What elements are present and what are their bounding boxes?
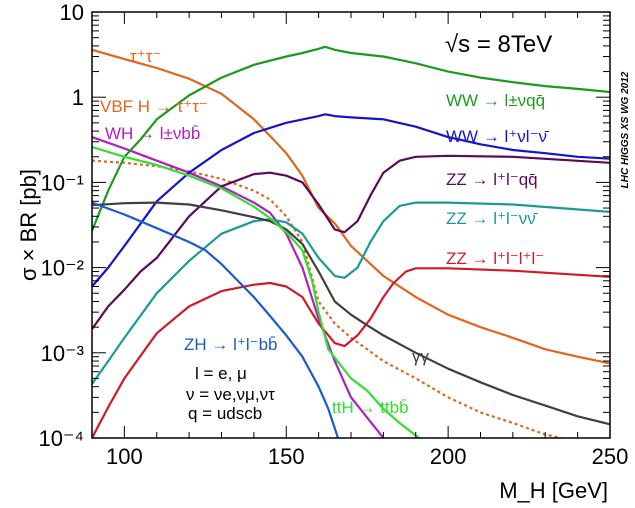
watermark: LHC HIGGS XS WG 2012 — [620, 71, 631, 188]
series-line-2 — [92, 136, 385, 438]
x-tick-label: 100 — [106, 444, 143, 469]
tick-labels: 100 150 200 250 10⁻⁴ 10⁻³ 10⁻² 10⁻¹ 1 10 — [38, 0, 628, 469]
curves — [92, 45, 610, 438]
series-line-9 — [92, 201, 340, 438]
label-gammagamma: γγ — [412, 347, 430, 366]
note-quark: q = udscb — [188, 404, 262, 423]
label-vbf-tautau: VBF H → τ⁺τ⁻ — [100, 97, 208, 116]
series-line-1 — [92, 159, 562, 438]
series-line-6 — [92, 201, 610, 385]
axis-ticks — [91, 12, 611, 439]
series-line-4 — [92, 113, 610, 288]
y-tick-label: 10⁻² — [41, 256, 84, 281]
label-ww-lvqq: WW → l±νqq̄ — [446, 91, 545, 110]
series-line-0 — [92, 48, 610, 365]
y-tick-label: 10⁻³ — [41, 341, 84, 366]
y-tick-label: 10 — [60, 0, 84, 25]
label-zh-llbb: ZH → l⁺l⁻bb̄ — [184, 335, 278, 354]
note-neutrino: ν = νe,νμ,ντ — [186, 385, 275, 404]
energy-label: √s = 8TeV — [445, 31, 552, 58]
x-tick-label: 150 — [268, 444, 305, 469]
series-line-3 — [92, 45, 610, 232]
series-line-8 — [92, 201, 610, 426]
series-line-5 — [92, 154, 610, 330]
label-ww-lvlv: WW → l⁺νl⁻ν̄ — [446, 127, 550, 146]
label-zz-llvv: ZZ → l⁺l⁻νν̄ — [446, 209, 539, 228]
label-wh-lvbb: WH → l±νbb̄ — [105, 124, 200, 143]
x-tick-label: 250 — [592, 444, 629, 469]
x-axis-label: M_H [GeV] — [499, 478, 608, 503]
x-tick-label: 200 — [430, 444, 467, 469]
series-line-10 — [92, 145, 420, 438]
y-tick-label: 10⁻¹ — [41, 170, 84, 195]
y-tick-label: 10⁻⁴ — [38, 426, 84, 451]
series-line-7 — [92, 267, 610, 438]
label-zz-4l: ZZ → l⁺l⁻l⁺l⁻ — [446, 249, 544, 268]
y-tick-label: 1 — [72, 85, 84, 110]
note-lepton: l = e, μ — [195, 364, 247, 383]
label-tth-ttbb: ttH → ttbb̄ — [332, 398, 409, 417]
y-axis-label: σ × BR [pb] — [16, 169, 41, 281]
label-tautau: τ⁺τ⁻ — [130, 47, 161, 66]
label-zz-llqq: ZZ → l⁺l⁻qq̄ — [446, 170, 538, 189]
